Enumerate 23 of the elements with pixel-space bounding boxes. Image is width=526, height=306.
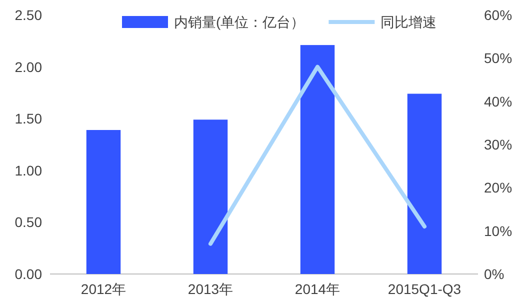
y2-tick-label: 10% — [484, 222, 512, 239]
y2-tick-label: 20% — [484, 180, 512, 196]
y2-tick-label: 50% — [484, 50, 512, 66]
y-tick-label: 0.50 — [14, 214, 42, 230]
y-tick-label: 2.50 — [14, 7, 42, 23]
bar — [86, 130, 121, 274]
y2-tick-label: 60% — [484, 7, 512, 23]
y2-tick-label: 40% — [484, 93, 512, 110]
bar — [300, 45, 335, 274]
y-tick-label: 0.00 — [14, 266, 42, 282]
y2-tick-label: 0% — [484, 266, 504, 282]
legend-label: 同比增速 — [380, 14, 437, 30]
bar — [407, 94, 442, 274]
legend-label: 内销量(单位：亿台） — [174, 14, 305, 30]
x-tick-label: 2014年 — [294, 281, 340, 297]
y-tick-label: 2.00 — [14, 58, 42, 75]
bar — [193, 120, 228, 274]
x-tick-label: 2012年 — [80, 281, 126, 297]
y-tick-label: 1.50 — [14, 110, 42, 127]
y-tick-label: 1.00 — [14, 162, 42, 178]
y2-tick-label: 30% — [484, 136, 512, 152]
x-tick-label: 2013年 — [188, 281, 234, 297]
x-tick-label: 2015Q1-Q3 — [388, 281, 462, 297]
